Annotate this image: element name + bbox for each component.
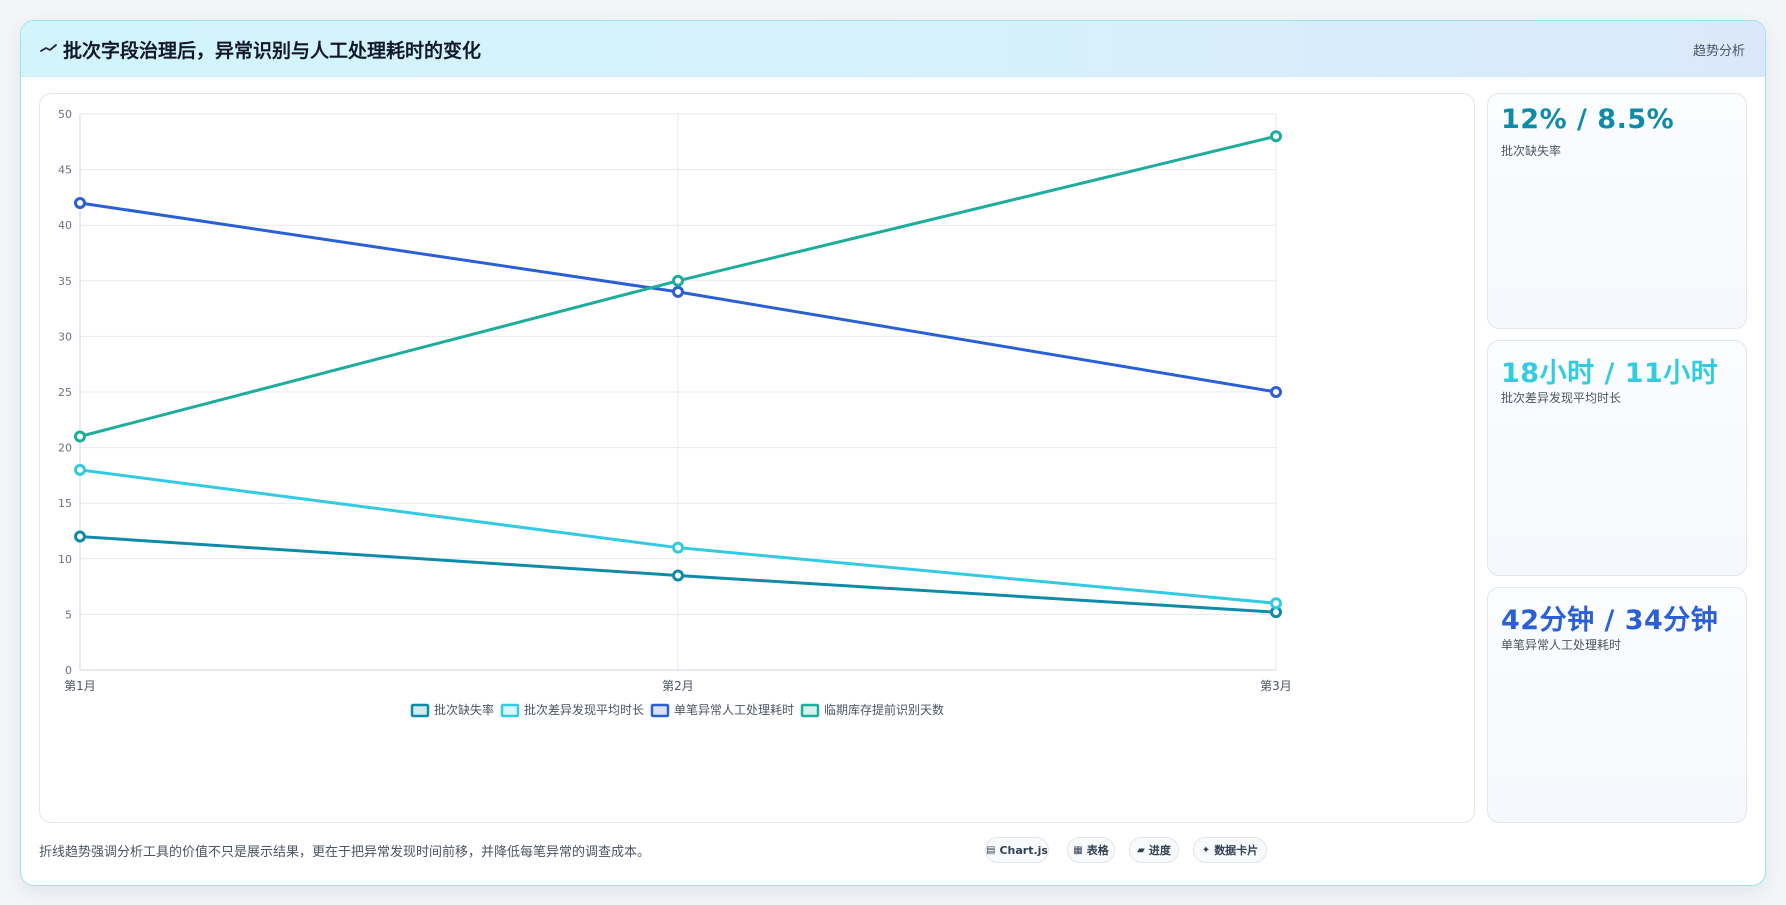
y-tick-label: 15: [58, 497, 72, 510]
kpi-label: 批次缺失率: [1501, 144, 1562, 158]
chip-label: 进度: [1148, 844, 1171, 857]
data-point: [74, 463, 86, 476]
chip-progress[interactable]: ▰ 进度: [1129, 837, 1179, 863]
data-point: [1270, 597, 1282, 610]
x-tick-label: 第1月: [64, 679, 96, 693]
kpi-card-missing-rate: 12% / 8.5% 批次缺失率: [1487, 93, 1747, 329]
y-tick-label: 35: [58, 275, 72, 288]
data-point: [1270, 386, 1282, 398]
data-point: [1270, 130, 1282, 143]
legend-swatch: [650, 703, 670, 718]
header-tag: 趋势分析: [1692, 44, 1745, 59]
kpi-card-handling-time: 42分钟 / 34分钟 单笔异常人工处理耗时: [1487, 587, 1747, 823]
y-tick-label: 30: [58, 330, 72, 343]
trend-line-icon: [40, 44, 57, 52]
kpi-label: 单笔异常人工处理耗时: [1501, 638, 1622, 652]
y-tick-label: 45: [58, 164, 72, 177]
kpi-label: 批次差异发现平均时长: [1501, 391, 1622, 405]
chip-chartjs[interactable]: ▤ Chart.js: [985, 837, 1049, 863]
chip-label: Chart.js: [999, 843, 1048, 857]
footer-note: 折线趋势强调分析工具的价值不只是展示结果，更在于把异常发现时间前移，并降低每笔异…: [39, 845, 651, 860]
card-header: 批次字段治理后，异常识别与人工处理耗时的变化 趋势分析: [21, 21, 1765, 77]
chip-table[interactable]: ▦ 表格: [1067, 837, 1115, 863]
chart-panel: 0 5 10 15 20 25 30 35 40 45 50 第1月 第2月 第3月批次缺失率 批次差异发现…: [39, 93, 1475, 823]
data-point: [672, 274, 684, 287]
chart-title: 批次字段治理后，异常识别与人工处理耗时的变化: [63, 40, 482, 62]
chart-card: 批次字段治理后，异常识别与人工处理耗时的变化 趋势分析 0 5 10 15 20 25 30…: [20, 20, 1766, 886]
data-point: [74, 196, 86, 209]
y-tick-label: 50: [58, 108, 72, 121]
y-tick-label: 0: [65, 664, 72, 677]
y-tick-label: 20: [58, 442, 72, 455]
legend-label: 单笔异常人工处理耗时: [674, 702, 794, 717]
chip-label: 表格: [1086, 844, 1109, 857]
legend-label: 批次差异发现平均时长: [524, 702, 644, 717]
data-point: [672, 541, 684, 554]
legend-swatch: [500, 703, 520, 718]
x-tick-label: 第2月: [662, 679, 694, 693]
sparkle-icon: ✦: [1201, 844, 1211, 856]
legend-label: 临期库存提前识别天数: [824, 702, 944, 717]
progress-icon: ▰: [1137, 844, 1145, 856]
kpi-value: 12% / 8.5%: [1501, 104, 1675, 135]
kpi-value: 18小时 / 11小时: [1501, 358, 1719, 389]
legend-swatch: [800, 703, 820, 718]
data-point: [74, 530, 86, 543]
data-point: [74, 430, 86, 443]
y-tick-label: 10: [58, 553, 72, 566]
kpi-value: 42分钟 / 34分钟: [1501, 605, 1719, 636]
y-tick-label: 5: [65, 608, 72, 621]
legend-swatch: [410, 703, 430, 718]
y-tick-label: 40: [58, 219, 72, 232]
chip-data-card[interactable]: ✦ 数据卡片: [1193, 837, 1267, 863]
chip-label: 数据卡片: [1214, 844, 1259, 857]
data-point: [672, 569, 684, 582]
y-tick-label: 25: [58, 386, 72, 399]
chart-icon: ▤: [986, 844, 996, 856]
data-point: [672, 285, 684, 298]
x-tick-label: 第3月: [1260, 679, 1292, 693]
kpi-card-discovery-time: 18小时 / 11小时 批次差异发现平均时长: [1487, 340, 1747, 576]
legend-label: 批次缺失率: [434, 702, 494, 717]
table-icon: ▦: [1073, 844, 1083, 856]
